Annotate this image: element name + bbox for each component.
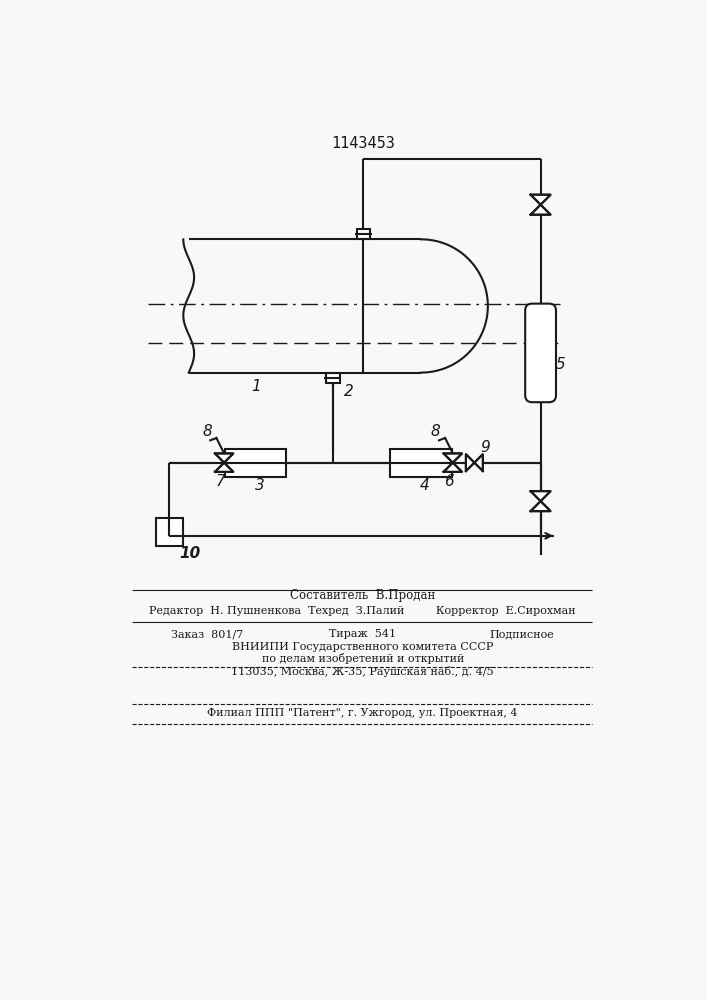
Text: 2: 2 [344,384,354,399]
Polygon shape [443,453,462,463]
Text: 9: 9 [481,440,490,455]
Bar [356,229,370,239]
Text: по делам изобретений и открытий: по делам изобретений и открытий [262,654,464,664]
Polygon shape [474,454,483,471]
Text: 6: 6 [444,474,454,489]
Bar [156,518,183,546]
Text: 113035, Москва, Ж-35, Раушская наб., д. 4/5: 113035, Москва, Ж-35, Раушская наб., д. … [231,666,494,677]
Text: 1143453: 1143453 [331,136,395,151]
Polygon shape [530,501,551,511]
Polygon shape [530,491,551,501]
Polygon shape [530,195,551,205]
Text: 1: 1 [251,379,261,394]
Bar [390,449,452,477]
Text: Заказ  801/7: Заказ 801/7 [171,629,243,639]
Bar [225,449,286,477]
Text: Подписное: Подписное [489,629,554,639]
Text: Редактор  Н. Пушненкова  Техред  З.Палий         Корректор  Е.Сирохман: Редактор Н. Пушненкова Техред З.Палий Ко… [149,606,576,616]
Text: Составитель  В.Продан: Составитель В.Продан [290,589,436,602]
Polygon shape [215,463,233,472]
Text: 7: 7 [216,474,225,489]
Polygon shape [530,205,551,215]
FancyBboxPatch shape [525,304,556,402]
Text: 8: 8 [202,424,212,439]
Text: ВНИИПИ Государственного комитета СССР: ВНИИПИ Государственного комитета СССР [232,642,493,652]
Text: 4: 4 [420,478,430,493]
Text: 5: 5 [556,357,566,372]
Bar [326,373,339,383]
Text: 3: 3 [255,478,264,493]
Text: 10: 10 [180,546,201,561]
Text: Филиал ППП "Патент", г. Ужгород, ул. Проектная, 4: Филиал ППП "Патент", г. Ужгород, ул. Про… [207,708,518,718]
Polygon shape [443,463,462,472]
Polygon shape [466,454,474,471]
Polygon shape [215,453,233,463]
Text: Тираж  541: Тираж 541 [329,629,397,639]
Text: 8: 8 [431,424,440,439]
